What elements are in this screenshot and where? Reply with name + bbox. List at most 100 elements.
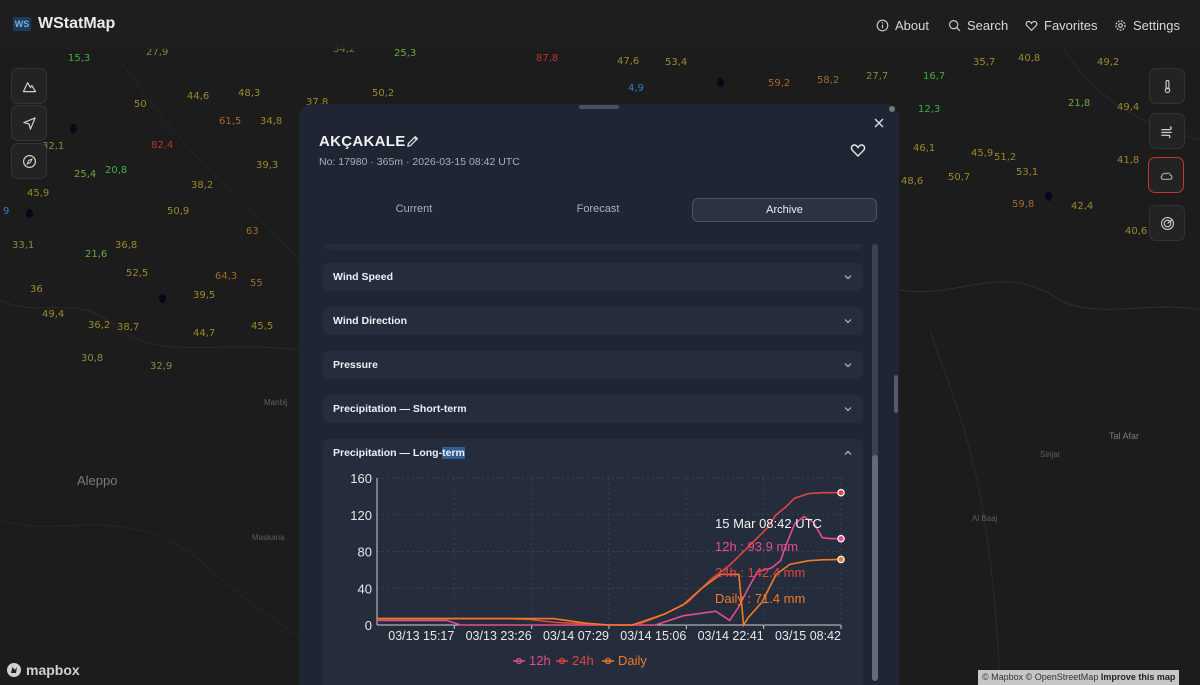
station-value-label[interactable]: 38,7 xyxy=(117,322,140,333)
station-value-label[interactable]: 16,7 xyxy=(923,71,946,82)
station-value-label[interactable]: 48,3 xyxy=(238,88,261,99)
station-value-label[interactable]: 50,7 xyxy=(948,172,971,183)
favorite-heart-icon[interactable] xyxy=(850,142,866,158)
nav-settings-button[interactable]: Settings xyxy=(1114,16,1180,34)
station-value-label[interactable]: 44,6 xyxy=(187,91,210,102)
station-value-label[interactable]: 32,1 xyxy=(42,141,65,152)
station-value-label[interactable]: 49,2 xyxy=(1097,57,1120,68)
station-value-label[interactable]: 55 xyxy=(250,278,263,289)
tab-current[interactable]: Current xyxy=(395,203,433,215)
tab-forecast[interactable]: Forecast xyxy=(576,203,620,215)
close-icon[interactable] xyxy=(872,116,886,130)
station-value-label[interactable]: 52,5 xyxy=(126,268,149,279)
locate-me-button[interactable] xyxy=(11,105,47,141)
accordion-previous-section[interactable] xyxy=(323,244,863,250)
station-value-label[interactable]: 45,9 xyxy=(971,148,994,159)
station-value-label[interactable]: 35,7 xyxy=(973,57,996,68)
layer-wind-button[interactable] xyxy=(1149,113,1185,149)
station-value-label[interactable]: 50,9 xyxy=(167,206,190,217)
station-value-label[interactable]: 49,4 xyxy=(42,309,65,320)
station-value-label[interactable]: 49,4 xyxy=(1117,102,1140,113)
pencil-icon[interactable] xyxy=(405,134,420,149)
station-value-label[interactable]: 45,9 xyxy=(27,188,50,199)
layer-radar-button[interactable] xyxy=(1149,205,1185,241)
station-value-label[interactable]: 64,3 xyxy=(215,271,238,282)
station-value-label[interactable]: 33,1 xyxy=(12,240,35,251)
station-value-label[interactable]: 40,6 xyxy=(1125,226,1148,237)
station-value-label[interactable]: 9 xyxy=(3,206,10,217)
station-value-label[interactable]: 45,5 xyxy=(251,321,274,332)
app-title[interactable]: WStatMap xyxy=(38,15,116,32)
station-value-label[interactable]: 32,9 xyxy=(150,361,173,372)
station-value-label[interactable]: 34,8 xyxy=(260,116,283,127)
compass-button[interactable] xyxy=(11,143,47,179)
nav-search-button[interactable]: Search xyxy=(948,16,1008,34)
station-value-label[interactable]: 42,4 xyxy=(1071,201,1094,212)
station-value-label[interactable]: 25,4 xyxy=(74,169,97,180)
accordion-wind-direction[interactable]: Wind Direction xyxy=(323,307,863,335)
panel-scrollbar-thumb[interactable] xyxy=(872,455,878,681)
accordion-precipitation-short-term[interactable]: Precipitation — Short-term xyxy=(323,395,863,423)
station-value-label[interactable]: 50 xyxy=(134,99,147,110)
station-value-label[interactable]: 36,8 xyxy=(115,240,138,251)
station-value-label[interactable]: 36 xyxy=(30,284,43,295)
accordion-wind-speed[interactable]: Wind Speed xyxy=(323,263,863,291)
mapbox-logo[interactable]: mapbox xyxy=(6,662,80,678)
drag-handle[interactable] xyxy=(579,105,619,109)
station-value-label[interactable]: 20,8 xyxy=(105,165,128,176)
station-value-label[interactable]: 25,3 xyxy=(394,48,417,59)
station-value-label[interactable]: 36,2 xyxy=(88,320,111,331)
station-marker[interactable] xyxy=(717,78,724,87)
terrain-toggle-button[interactable] xyxy=(11,68,47,104)
station-value-label[interactable]: 46,1 xyxy=(913,143,936,154)
station-value-label[interactable]: 51,2 xyxy=(994,152,1017,163)
station-marker[interactable] xyxy=(26,209,33,218)
x-tick-label: 03/13 15:17 xyxy=(388,629,454,643)
station-value-label[interactable]: 53,1 xyxy=(1016,167,1039,178)
station-value-label[interactable]: 82,4 xyxy=(151,140,174,151)
nav-about-button[interactable]: About xyxy=(876,16,929,34)
station-value-label[interactable]: 87,8 xyxy=(536,53,559,64)
station-value-label[interactable]: 30,8 xyxy=(81,353,104,364)
station-value-label[interactable]: 27,7 xyxy=(866,71,889,82)
station-value-label[interactable]: 21,6 xyxy=(85,249,108,260)
station-value-label[interactable]: 39,5 xyxy=(193,290,216,301)
station-value-label[interactable]: 48,6 xyxy=(901,176,924,187)
tab-archive[interactable]: Archive xyxy=(692,198,877,222)
station-value-label[interactable]: 37,8 xyxy=(306,97,329,108)
attribution-text[interactable]: © Mapbox © OpenStreetMap xyxy=(982,672,1099,682)
station-marker[interactable] xyxy=(1045,192,1052,201)
station-value-label[interactable]: 41,8 xyxy=(1117,155,1140,166)
station-value-label[interactable]: 27,9 xyxy=(146,47,169,58)
station-value-label[interactable]: 21,8 xyxy=(1068,98,1091,109)
station-value-label[interactable]: 59,8 xyxy=(1012,199,1035,210)
station-marker[interactable] xyxy=(70,124,77,133)
station-value-label[interactable]: 61,5 xyxy=(219,116,242,127)
precipitation-long-term-chart[interactable]: 160 120 80 40 0 03/13 15:17 03/13 23:26 03/14 0… xyxy=(323,465,863,675)
station-value-label[interactable]: 44,7 xyxy=(193,328,216,339)
station-value-label[interactable]: 47,6 xyxy=(617,56,640,67)
station-value-label[interactable]: 38,2 xyxy=(191,180,214,191)
station-value-label[interactable]: 50,2 xyxy=(372,88,395,99)
station-value-label[interactable]: 40,8 xyxy=(1018,53,1041,64)
legend-label[interactable]: 12h xyxy=(529,653,551,668)
nav-favorites-button[interactable]: Favorites xyxy=(1025,16,1097,34)
station-value-label[interactable]: 39,3 xyxy=(256,160,279,171)
layer-temperature-button[interactable] xyxy=(1149,68,1185,104)
station-value-label[interactable]: 53,4 xyxy=(665,57,688,68)
station-value-label[interactable]: 15,3 xyxy=(68,53,91,64)
accordion-precipitation-long-term[interactable]: Precipitation — Long-term xyxy=(323,439,863,685)
station-value-label[interactable]: 4,9 xyxy=(628,83,644,94)
station-value-label[interactable]: 59,2 xyxy=(768,78,791,89)
station-value-label[interactable]: 58,2 xyxy=(817,75,840,86)
improve-map-link[interactable]: Improve this map xyxy=(1100,672,1176,682)
legend-label[interactable]: Daily xyxy=(618,653,647,668)
legend-label[interactable]: 24h xyxy=(572,653,594,668)
outer-scrollbar-thumb[interactable] xyxy=(894,375,898,413)
station-marker[interactable] xyxy=(159,294,166,303)
station-value-label[interactable]: 63 xyxy=(246,226,259,237)
accordion-pressure[interactable]: Pressure xyxy=(323,351,863,379)
station-value-label[interactable]: 12,3 xyxy=(918,104,941,115)
layer-precipitation-button[interactable] xyxy=(1148,157,1184,193)
station-value-label[interactable]: 34,2 xyxy=(333,44,356,55)
